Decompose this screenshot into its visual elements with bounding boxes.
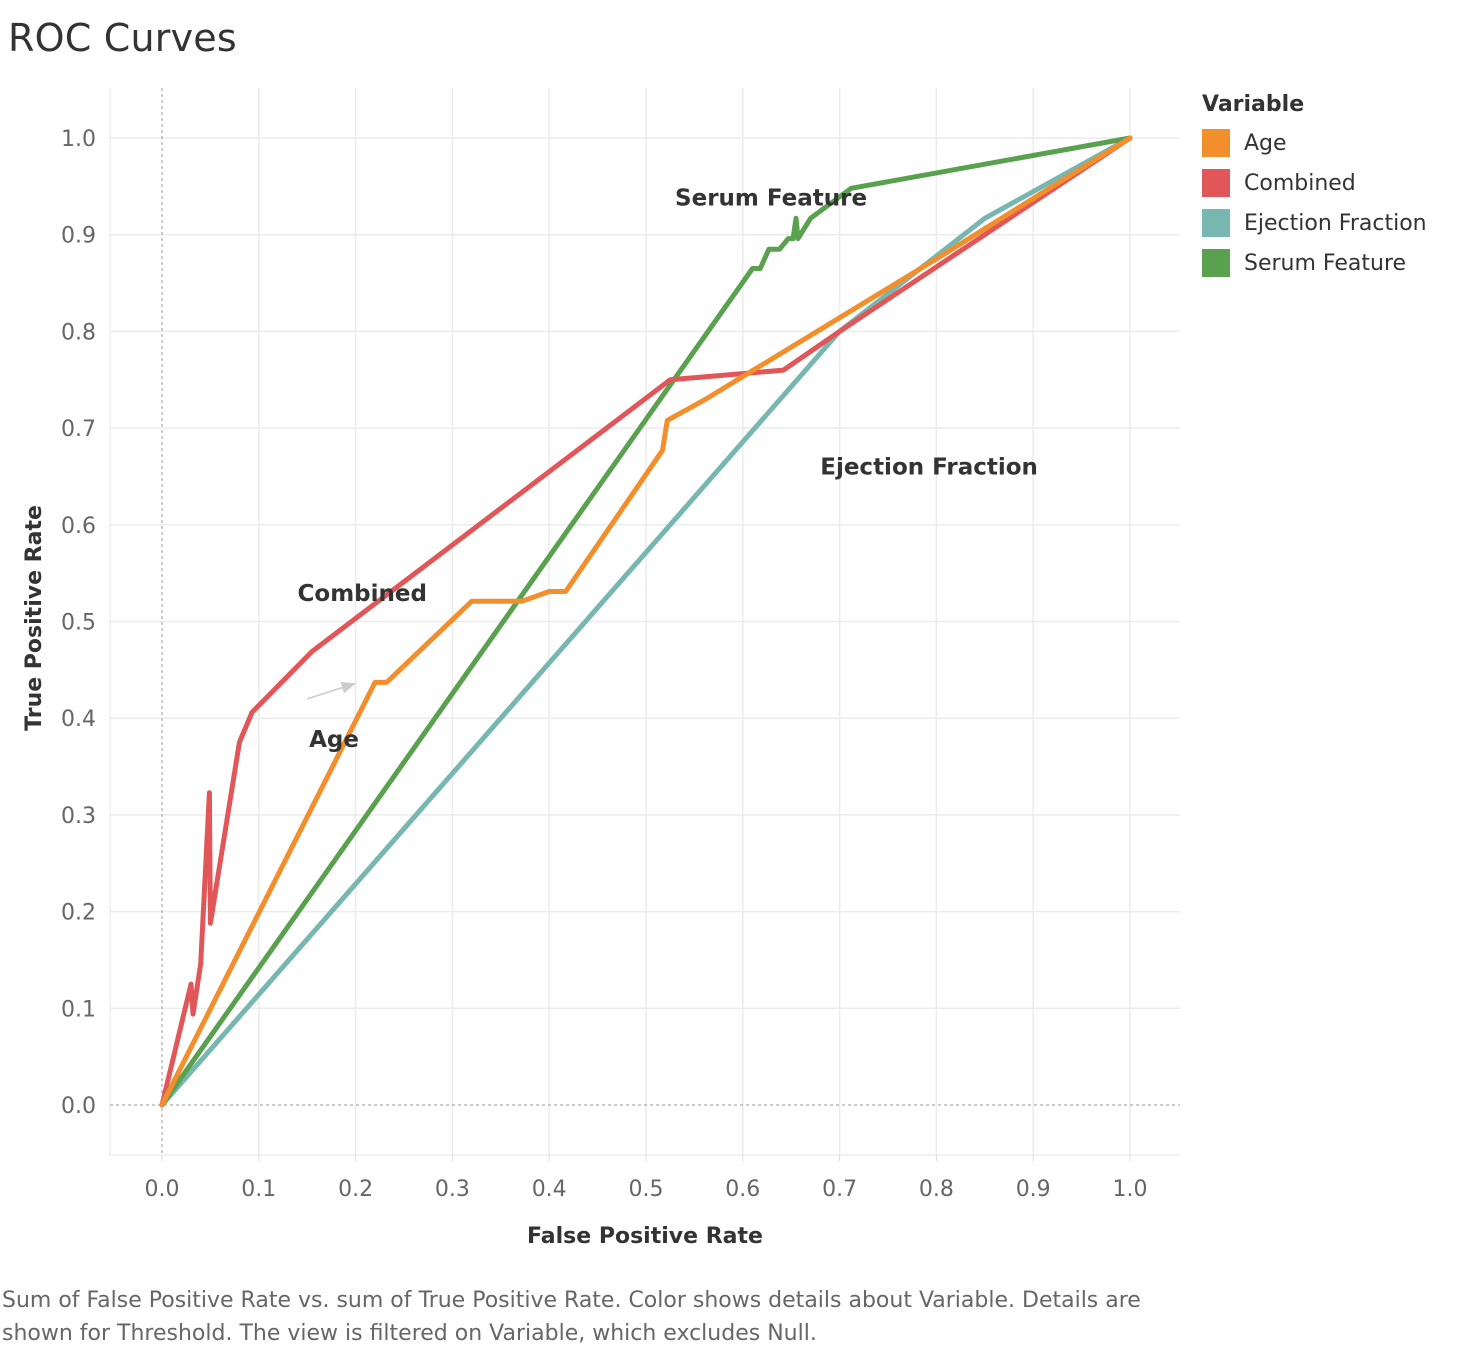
legend-label: Ejection Fraction	[1244, 210, 1427, 236]
legend-swatch	[1202, 129, 1230, 157]
y-tick-label: 0.3	[61, 804, 96, 829]
x-tick-label: 0.6	[725, 1177, 760, 1202]
y-tick-label: 0.8	[61, 320, 96, 345]
legend-item-combined[interactable]: Combined	[1202, 163, 1427, 203]
legend-label: Serum Feature	[1244, 250, 1407, 276]
legend-swatch	[1202, 209, 1230, 237]
legend-item-age[interactable]: Age	[1202, 123, 1427, 163]
y-tick-label: 0.1	[61, 997, 96, 1022]
y-axis-ticks: 0.0 0.1 0.2 0.3 0.4 0.5 0.6 0.7 0.8 0.9 1.0	[61, 127, 96, 1119]
x-tick-label: 0.7	[822, 1177, 857, 1202]
x-tick-label: 0.0	[145, 1177, 180, 1202]
y-tick-label: 0.5	[61, 611, 96, 636]
y-tick-label: 0.2	[61, 901, 96, 926]
x-tick-label: 0.8	[919, 1177, 954, 1202]
roc-chart: 0.0 0.1 0.2 0.3 0.4 0.5 0.6 0.7 0.8 0.9 1.0 0.0 0.1…	[22, 88, 1180, 1249]
legend-items: Age Combined Ejection Fraction Serum Featur…	[1202, 123, 1427, 283]
chart-caption: Sum of False Positive Rate vs. sum of Tr…	[2, 1288, 1141, 1346]
legend-label: Combined	[1244, 170, 1356, 196]
y-tick-label: 1.0	[61, 127, 96, 152]
y-tick-label: 0.0	[61, 1094, 96, 1119]
legend: Variable Age Combined Ejection Fraction Ser…	[1202, 92, 1427, 283]
legend-swatch	[1202, 169, 1230, 197]
legend-title: Variable	[1202, 92, 1305, 117]
series-line-combined	[159, 135, 1133, 1108]
annotation-arrow-head	[340, 681, 356, 694]
x-tick-label: 1.0	[1113, 1177, 1148, 1202]
annotation-ejection-fraction: Ejection Fraction	[820, 455, 1038, 481]
x-tick-label: 0.1	[241, 1177, 276, 1202]
annotation-serum-feature: Serum Feature	[675, 186, 867, 212]
annotation-combined: Combined	[298, 581, 427, 607]
grid-lines	[109, 88, 1180, 1156]
legend-swatch	[1202, 249, 1230, 277]
x-tick-label: 0.9	[1016, 1177, 1051, 1202]
x-axis-title: False Positive Rate	[527, 1224, 763, 1249]
x-tick-label: 0.2	[338, 1177, 373, 1202]
series-line-age	[159, 135, 1133, 1108]
y-tick-label: 0.4	[61, 707, 96, 732]
x-tick-label: 0.4	[532, 1177, 567, 1202]
x-tick-label: 0.3	[435, 1177, 470, 1202]
legend-item-ejection-fraction[interactable]: Ejection Fraction	[1202, 203, 1427, 243]
y-tick-label: 0.7	[61, 417, 96, 442]
series-line-serum-feature	[159, 135, 1133, 1108]
annotation-age: Age	[309, 727, 359, 753]
legend-label: Age	[1244, 130, 1287, 156]
zero-reference-lines	[110, 88, 1180, 1155]
series-lines	[159, 135, 1133, 1108]
y-tick-label: 0.6	[61, 514, 96, 539]
annotations: Serum Feature Ejection Fraction Combined Ag…	[298, 186, 1038, 754]
y-axis-title: True Positive Rate	[22, 505, 47, 731]
page-title: ROC Curves	[8, 16, 237, 60]
x-tick-label: 0.5	[629, 1177, 664, 1202]
legend-item-serum-feature[interactable]: Serum Feature	[1202, 243, 1427, 283]
y-tick-label: 0.9	[61, 224, 96, 249]
x-axis-ticks: 0.0 0.1 0.2 0.3 0.4 0.5 0.6 0.7 0.8 0.9 1.0	[145, 1155, 1148, 1202]
